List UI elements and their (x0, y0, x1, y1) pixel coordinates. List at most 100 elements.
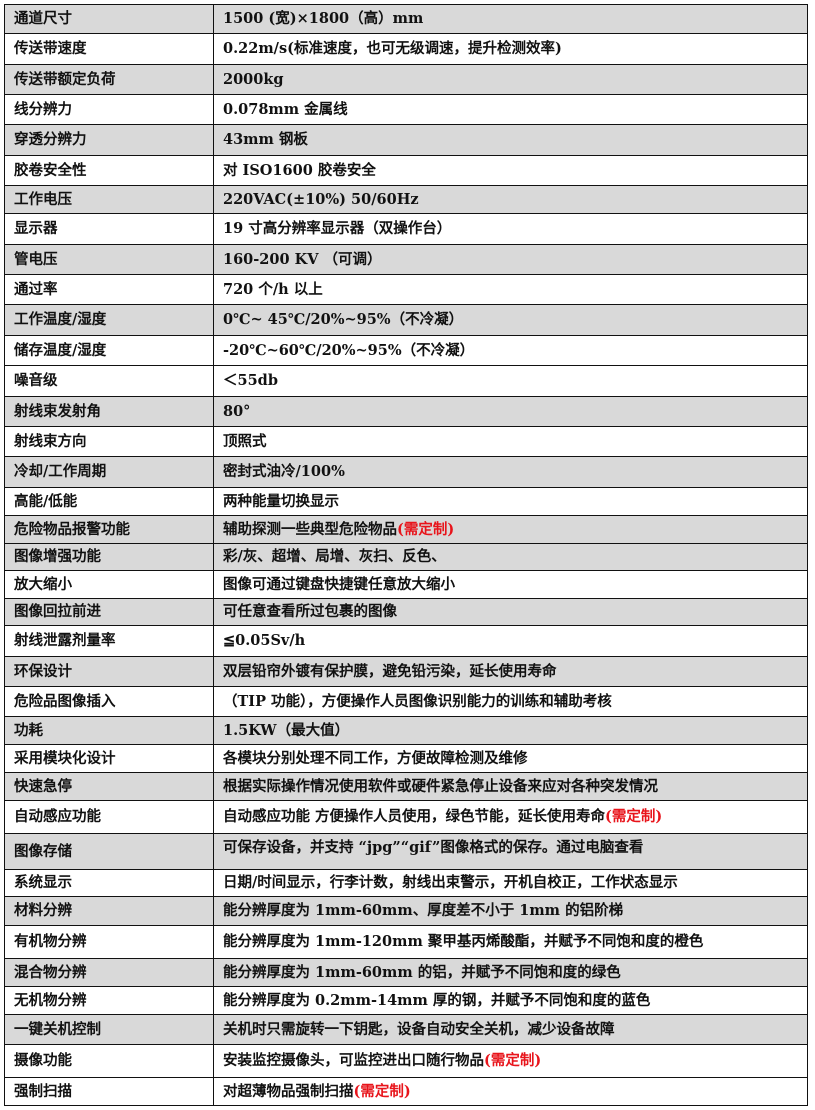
table-row: 工作温度/湿度 0℃~ 45℃/20%~95%（不冷凝） (4, 304, 808, 336)
spec-label: 功耗 (4, 716, 214, 745)
spec-value: 顶照式 (213, 426, 808, 457)
customization-note: (需定制) (353, 1082, 411, 1100)
table-row: 射线束发射角 80° (4, 396, 808, 427)
spec-value-text: 0.22m/s(标准速度，也可无级调速，提升检测效率) (223, 40, 562, 57)
spec-value: 辅助探测一些典型危险物品(需定制) (213, 515, 808, 544)
spec-value-text: 2000kg (223, 70, 284, 88)
table-row: 传送带速度 0.22m/s(标准速度，也可无级调速，提升检测效率) (4, 33, 808, 65)
spec-value-text: 80° (223, 402, 251, 420)
spec-value-text: 密封式油冷/100% (223, 463, 345, 480)
spec-label: 危险品图像插入 (4, 686, 214, 717)
spec-value-text: 辅助探测一些典型危险物品 (223, 520, 397, 538)
spec-value: 彩/灰、超增、局增、灰扫、反色、 (213, 543, 808, 571)
table-row: 强制扫描 对超薄物品强制扫描(需定制) (4, 1077, 808, 1106)
spec-value: 双层铅帘外镀有保护膜，避免铅污染，延长使用寿命 (213, 656, 808, 687)
spec-label: 工作温度/湿度 (4, 304, 214, 336)
spec-label: 射线泄露剂量率 (4, 625, 214, 657)
table-row: 无机物分辨 能分辨厚度为 0.2mm-14mm 厚的钢，并赋予不同饱和度的蓝色 (4, 986, 808, 1015)
spec-value-text: ≦0.05Sv/h (223, 632, 306, 649)
spec-value-text: 图像可通过键盘快捷键任意放大缩小 (223, 575, 455, 593)
spec-label: 材料分辨 (4, 896, 214, 926)
table-row: 冷却/工作周期 密封式油冷/100% (4, 456, 808, 488)
spec-value: 720 个/h 以上 (213, 274, 808, 305)
spec-value-text: 安装监控摄像头，可监控进出口随行物品 (223, 1052, 484, 1069)
table-row: 工作电压 220VAC(±10%) 50/60Hz (4, 185, 808, 214)
spec-value: 220VAC(±10%) 50/60Hz (213, 185, 808, 214)
spec-value-text: 对超薄物品强制扫描 (223, 1082, 354, 1100)
spec-label: 胶卷安全性 (4, 155, 214, 186)
spec-label: 传送带额定负荷 (4, 64, 214, 95)
spec-label: 一键关机控制 (4, 1014, 214, 1045)
spec-value: 图像可通过键盘快捷键任意放大缩小 (213, 570, 808, 599)
spec-value: 安装监控摄像头，可监控进出口随行物品(需定制) (213, 1044, 808, 1078)
table-row: 放大缩小 图像可通过键盘快捷键任意放大缩小 (4, 570, 808, 599)
spec-label: 高能/低能 (4, 487, 214, 516)
table-row: 通道尺寸 1500 (宽)×1800（高）mm (4, 4, 808, 34)
table-row: 采用模块化设计 各模块分别处理不同工作，方便故障检测及维修 (4, 744, 808, 773)
table-row: 材料分辨 能分辨厚度为 1mm-60mm、厚度差不小于 1mm 的铝阶梯 (4, 896, 808, 926)
spec-value: 160-200 KV （可调） (213, 244, 808, 275)
spec-label: 危险物品报警功能 (4, 515, 214, 544)
spec-value: 80° (213, 396, 808, 427)
spec-value: 根据实际操作情况使用软件或硬件紧急停止设备来应对各种突发情况 (213, 772, 808, 801)
table-row: 摄像功能 安装监控摄像头，可监控进出口随行物品(需定制) (4, 1044, 808, 1078)
spec-value: 日期/时间显示，行李计数，射线出束警示，开机自校正，工作状态显示 (213, 869, 808, 897)
table-row: 储存温度/湿度 -20℃~60℃/20%~95%（不冷凝） (4, 335, 808, 366)
spec-value-text: 顶照式 (223, 432, 267, 450)
table-row: 噪音级 ＜55db (4, 365, 808, 397)
table-row: 射线泄露剂量率 ≦0.05Sv/h (4, 625, 808, 657)
spec-label: 图像存储 (4, 833, 214, 870)
spec-value-text: 可任意查看所过包裹的图像 (223, 603, 397, 620)
spec-value: ＜55db (213, 365, 808, 397)
table-row: 穿透分辨力 43mm 钢板 (4, 124, 808, 156)
spec-value-text: 1.5KW（最大值） (223, 721, 350, 739)
table-row: 混合物分辨 能分辨厚度为 1mm-60mm 的铝，并赋予不同饱和度的绿色 (4, 958, 808, 987)
spec-value: 43mm 钢板 (213, 124, 808, 156)
table-row: 图像增强功能 彩/灰、超增、局增、灰扫、反色、 (4, 543, 808, 571)
spec-value: 0℃~ 45℃/20%~95%（不冷凝） (213, 304, 808, 336)
spec-value-text: 220VAC(±10%) 50/60Hz (223, 190, 419, 208)
table-row: 环保设计 双层铅帘外镀有保护膜，避免铅污染，延长使用寿命 (4, 656, 808, 687)
spec-value-text: 能分辨厚度为 1mm-120mm 聚甲基丙烯酸酯，并赋予不同饱和度的橙色 (223, 933, 704, 950)
table-row: 自动感应功能 自动感应功能 方便操作人员使用，绿色节能，延长使用寿命(需定制) (4, 800, 808, 834)
table-row: 管电压 160-200 KV （可调） (4, 244, 808, 275)
spec-value-text: 关机时只需旋转一下钥匙，设备自动安全关机，减少设备故障 (223, 1020, 615, 1038)
spec-value-text: 双层铅帘外镀有保护膜，避免铅污染，延长使用寿命 (223, 662, 557, 680)
table-row: 射线束方向 顶照式 (4, 426, 808, 457)
spec-label: 线分辨力 (4, 94, 214, 125)
customization-note: (需定制) (605, 808, 663, 825)
spec-value-text: 根据实际操作情况使用软件或硬件紧急停止设备来应对各种突发情况 (223, 777, 658, 795)
table-row: 快速急停 根据实际操作情况使用软件或硬件紧急停止设备来应对各种突发情况 (4, 772, 808, 801)
spec-label: 环保设计 (4, 656, 214, 687)
table-row: 传送带额定负荷 2000kg (4, 64, 808, 95)
table-row: 线分辨力 0.078mm 金属线 (4, 94, 808, 125)
spec-label: 采用模块化设计 (4, 744, 214, 773)
spec-label: 有机物分辨 (4, 925, 214, 959)
spec-value: 1.5KW（最大值） (213, 716, 808, 745)
customization-note: (需定制) (484, 1052, 542, 1069)
spec-value-text: 能分辨厚度为 1mm-60mm、厚度差不小于 1mm 的铝阶梯 (223, 902, 624, 919)
spec-value: 各模块分别处理不同工作，方便故障检测及维修 (213, 744, 808, 773)
spec-value-text: 两种能量切换显示 (223, 492, 339, 510)
spec-label: 通过率 (4, 274, 214, 305)
table-row: 图像存储 可保存设备，并支持 “jpg”“gif”图像格式的保存。通过电脑查看 (4, 833, 808, 870)
spec-value-text: （TIP 功能），方便操作人员图像识别能力的训练和辅助考核 (223, 692, 612, 710)
spec-value: 能分辨厚度为 1mm-60mm 的铝，并赋予不同饱和度的绿色 (213, 958, 808, 987)
spec-label: 显示器 (4, 213, 214, 245)
spec-label: 射线束发射角 (4, 396, 214, 427)
customization-note: (需定制) (397, 520, 455, 538)
table-row: 显示器 19 寸高分辨率显示器（双操作台） (4, 213, 808, 245)
spec-value-text: 19 寸高分辨率显示器（双操作台） (223, 220, 452, 237)
spec-value-text: 彩/灰、超增、局增、灰扫、反色、 (223, 548, 446, 565)
table-row: 有机物分辨 能分辨厚度为 1mm-120mm 聚甲基丙烯酸酯，并赋予不同饱和度的橙… (4, 925, 808, 959)
spec-value: 自动感应功能 方便操作人员使用，绿色节能，延长使用寿命(需定制) (213, 800, 808, 834)
spec-label: 传送带速度 (4, 33, 214, 65)
spec-label: 工作电压 (4, 185, 214, 214)
spec-value: ≦0.05Sv/h (213, 625, 808, 657)
spec-value: 能分辨厚度为 1mm-60mm、厚度差不小于 1mm 的铝阶梯 (213, 896, 808, 926)
spec-value: 对 ISO1600 胶卷安全 (213, 155, 808, 186)
spec-value: 可保存设备，并支持 “jpg”“gif”图像格式的保存。通过电脑查看 (213, 833, 808, 870)
table-row: 通过率 720 个/h 以上 (4, 274, 808, 305)
spec-value: 0.078mm 金属线 (213, 94, 808, 125)
table-row: 功耗 1.5KW（最大值） (4, 716, 808, 745)
